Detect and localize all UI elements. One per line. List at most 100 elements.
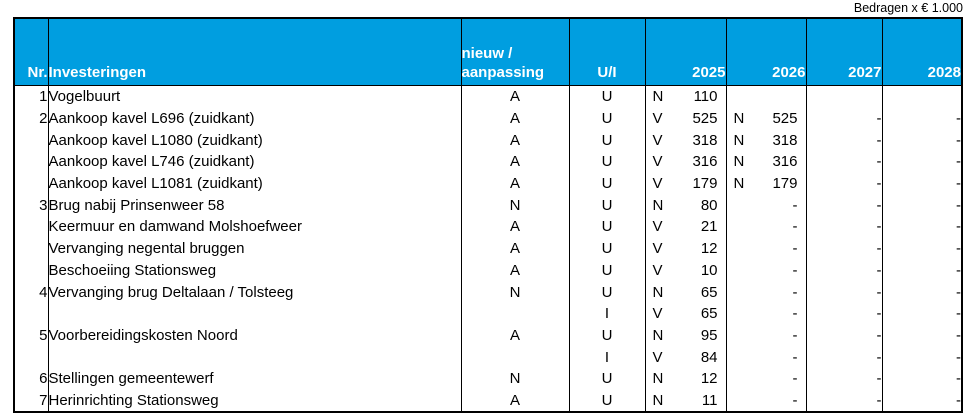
cell-2027: - [805, 346, 883, 368]
cell-nieuw-aanpassing: A [460, 237, 570, 260]
cell-ui: U [568, 194, 646, 217]
cell-2027: - [805, 259, 883, 282]
cell-2025: V 84 [644, 346, 727, 368]
cell-investering-name: Vervanging brug Deltalaan / Tolsteeg [47, 281, 462, 303]
cell-ui: U [568, 172, 646, 195]
cell-nieuw-aanpassing: A [460, 129, 570, 152]
table-row: Aankoop kavel L1080 (zuidkant) A U V 318 N 318… [13, 129, 963, 152]
cell-ui: U [568, 85, 646, 108]
cell-2025-value: 21 [700, 218, 718, 236]
cell-nr [13, 302, 49, 325]
cell-nr [13, 346, 49, 368]
cell-2025-value: 12 [700, 240, 718, 258]
cell-2025-code: V [652, 348, 663, 366]
cell-2025: N 95 [644, 324, 727, 347]
cell-2028: - [881, 259, 963, 282]
cell-2026: - [725, 346, 807, 368]
cell-2025-value: 12 [700, 370, 718, 388]
cell-nr: 6 [13, 367, 49, 390]
cell-nieuw-aanpassing: N [460, 194, 570, 217]
cell-2028: - [881, 129, 963, 152]
cell-2026-value: - [792, 370, 798, 388]
cell-nieuw-aanpassing: A [460, 389, 570, 413]
nieuw-header-line1: nieuw / [461, 45, 513, 62]
cell-2026-value: 318 [772, 131, 798, 149]
cell-2026-value: - [792, 391, 798, 409]
cell-2025: V 316 [644, 151, 727, 173]
cell-2025-code: V [652, 218, 663, 236]
cell-2026: - [725, 259, 807, 282]
cell-2025-value: 110 [693, 88, 718, 106]
col-header-nr: Nr. [13, 18, 49, 86]
cell-2026-code: N [733, 175, 745, 193]
cell-nr [13, 259, 49, 282]
cell-2025-value: 84 [700, 348, 718, 366]
table-row: I V 65- - - [13, 302, 963, 325]
table-row: 7 Herinrichting Stationsweg A U N 11- - - [13, 389, 963, 413]
cell-investering-name: Beschoeiing Stationsweg [47, 259, 462, 282]
cell-2025-code: V [652, 261, 663, 279]
table-row: 3 Brug nabij Prinsenweer 58 N U N 80- - - [13, 194, 963, 217]
cell-nieuw-aanpassing: A [460, 259, 570, 282]
cell-2026: - [725, 389, 807, 413]
table-row: Vervanging negental bruggen A U V 12- - - [13, 237, 963, 260]
cell-investering-name: Voorbereidingskosten Noord [47, 324, 462, 347]
cell-investering-name: Keermuur en damwand Molshoefweer [47, 216, 462, 238]
cell-2028: - [881, 367, 963, 390]
cell-2025: N 12 [644, 367, 727, 390]
col-header-nieuw-aanpassing: nieuw / aanpassing [460, 18, 570, 86]
cell-nieuw-aanpassing: A [460, 324, 570, 347]
cell-2025-value: 318 [692, 131, 718, 149]
cell-nr: 1 [13, 85, 49, 108]
cell-2026: - [725, 324, 807, 347]
table-row: 5 Voorbereidingskosten Noord A U N 95- - - [13, 324, 963, 347]
cell-nieuw-aanpassing: A [460, 107, 570, 130]
cell-2025: N 110 [644, 85, 727, 108]
table-row: Keermuur en damwand Molshoefweer A U V 21- - - [13, 216, 963, 238]
cell-ui: U [568, 259, 646, 282]
cell-nieuw-aanpassing [460, 302, 570, 325]
cell-2027: - [805, 367, 883, 390]
cell-2026-value: 316 [772, 153, 798, 171]
cell-2028: - [881, 107, 963, 130]
cell-ui: U [568, 237, 646, 260]
cell-2028: - [881, 216, 963, 238]
cell-2026: - [725, 237, 807, 260]
cell-investering-name: Vervanging negental bruggen [47, 237, 462, 260]
cell-2025-code: V [652, 240, 663, 258]
cell-ui: U [568, 129, 646, 152]
cell-nr [13, 129, 49, 152]
cell-2027: - [805, 324, 883, 347]
cell-2025: N 65 [644, 281, 727, 303]
cell-2026-value: - [792, 261, 798, 279]
cell-ui: I [568, 346, 646, 368]
cell-nr: 5 [13, 324, 49, 347]
table-row: Aankoop kavel L1081 (zuidkant) A U V 179 N 179… [13, 172, 963, 195]
cell-investering-name: Stellingen gemeentewerf [47, 367, 462, 390]
cell-2026: N 318 [725, 129, 807, 152]
cell-2026-value: 525 [772, 110, 798, 128]
table-row: I V 84- - - [13, 346, 963, 368]
cell-2025: V 525 [644, 107, 727, 130]
cell-2027: - [805, 389, 883, 413]
cell-2028: - [881, 324, 963, 347]
amounts-note: Bedragen x € 1.000 [853, 1, 963, 15]
cell-investering-name: Vogelbuurt [47, 85, 462, 108]
cell-2025: V 318 [644, 129, 727, 152]
cell-nieuw-aanpassing: A [460, 151, 570, 173]
cell-nr: 3 [13, 194, 49, 217]
col-header-2025: 2025 [644, 18, 727, 86]
cell-2026: - [725, 367, 807, 390]
cell-2028: - [881, 281, 963, 303]
cell-nr: 4 [13, 281, 49, 303]
table-row: Aankoop kavel L746 (zuidkant) A U V 316 N 316-… [13, 151, 963, 173]
cell-2025-code: V [652, 153, 663, 171]
cell-ui: U [568, 367, 646, 390]
table-row: 1 Vogelbuurt A U N 110 [13, 85, 963, 108]
cell-2026-value: - [792, 283, 798, 301]
cell-2025-value: 316 [692, 153, 718, 171]
nieuw-header-line2: aanpassing [461, 64, 545, 81]
cell-2028: - [881, 237, 963, 260]
cell-2025-value: 525 [692, 110, 718, 128]
cell-nr [13, 216, 49, 238]
